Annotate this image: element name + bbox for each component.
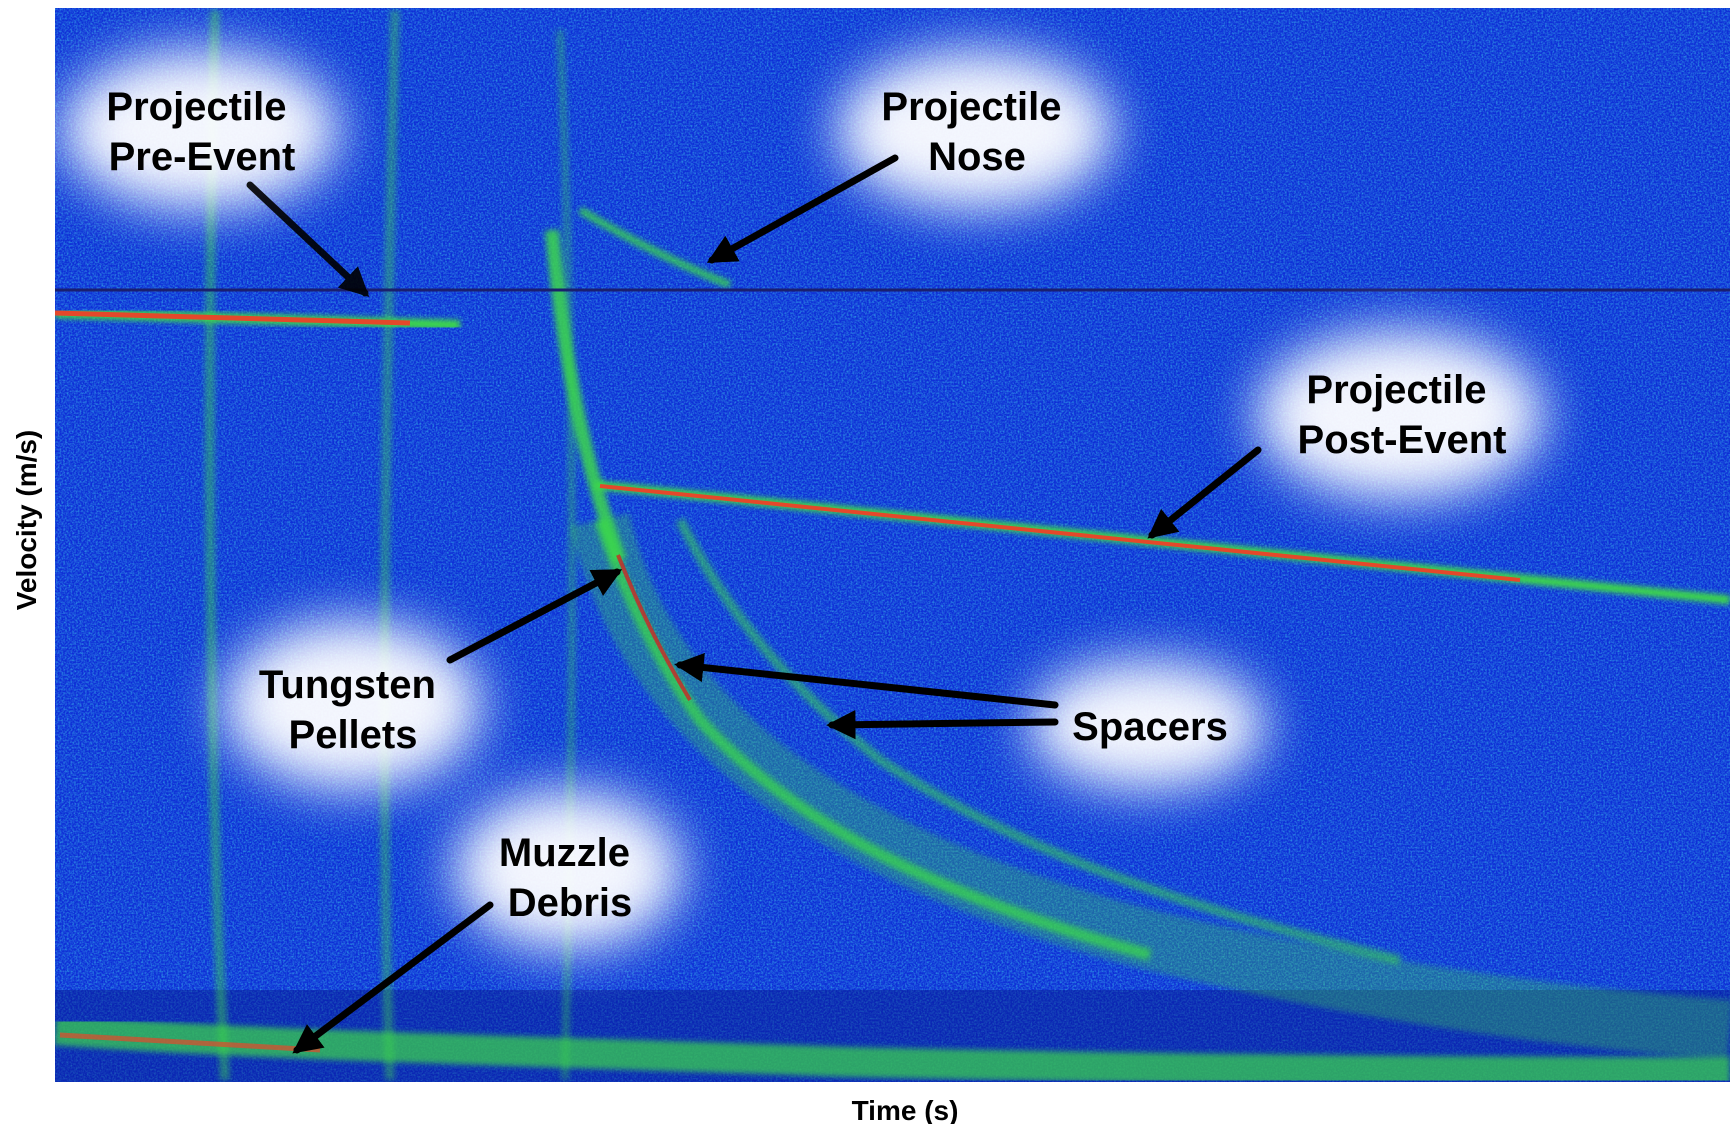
label-line: Debris [508, 881, 633, 925]
faint-vertical-streak [556, 29, 576, 1081]
label-line: Nose [928, 135, 1026, 179]
x-axis-label: Time (s) [852, 1095, 959, 1124]
spacer-trace-2 [675, 517, 1402, 965]
label-muzzle-debris: Muzzle Debris [499, 831, 641, 925]
glow-projectile-pre-event [60, 50, 340, 210]
label-line: Projectile [881, 85, 1061, 129]
arrow-projectile-pre-event [246, 181, 370, 298]
label-line: Pre-Event [109, 135, 296, 179]
arrow-spacers-2 [826, 709, 1059, 740]
arrow-spacers-1 [674, 652, 1059, 709]
muzzle-debris-peak [59, 1032, 321, 1053]
signal-streaks [204, 9, 1730, 1081]
label-spacers: Spacers [1072, 705, 1228, 749]
faint-vertical-streak [379, 9, 400, 1081]
annotation-labels: Projectile Pre-Event Projectile Nose Pro… [106, 85, 1506, 925]
label-line: Projectile [106, 85, 286, 129]
label-projectile-nose: Projectile Nose [881, 85, 1072, 179]
y-axis-label: Velocity (m/s) [11, 430, 42, 611]
label-line: Post-Event [1298, 418, 1507, 462]
annotation-glows [60, 50, 1545, 950]
arrow-tungsten-pellets [446, 568, 623, 664]
spacer-trace-1 [594, 518, 1152, 961]
annotation-arrows [246, 154, 1262, 1054]
projectile-pre-event-peak [55, 310, 411, 326]
glow-spacers [1027, 660, 1267, 790]
muzzle-debris-trace [55, 1015, 1730, 1082]
glow-muzzle-debris [453, 790, 683, 950]
label-line: Spacers [1072, 705, 1228, 749]
projectile-nose-trace [577, 206, 732, 289]
label-tungsten-pellets: Tungsten Pellets [259, 663, 447, 757]
arrow-projectile-nose [706, 154, 899, 264]
label-line: Pellets [289, 713, 418, 757]
label-line: Projectile [1306, 368, 1486, 412]
glow-projectile-post-event [1255, 330, 1545, 500]
label-line: Muzzle [499, 831, 630, 875]
glow-projectile-nose [835, 50, 1115, 210]
arrow-projectile-post-event [1147, 446, 1262, 539]
glow-tungsten-pellets [222, 620, 482, 790]
label-projectile-pre-event: Projectile Pre-Event [106, 85, 297, 179]
tungsten-pellets-peak [616, 554, 692, 702]
arrow-muzzle-debris [292, 901, 494, 1054]
label-projectile-post-event: Projectile Post-Event [1298, 368, 1507, 462]
projectile-post-event-peak [599, 484, 1521, 582]
label-line: Tungsten [259, 663, 436, 707]
